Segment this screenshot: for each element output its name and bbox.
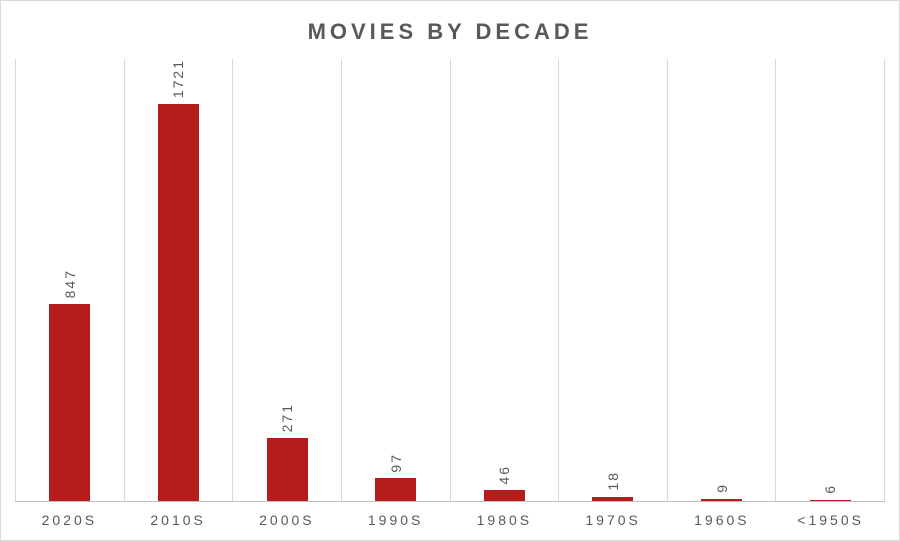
- bar-wrap: 9: [701, 59, 742, 501]
- bar-value-label: 847: [62, 269, 78, 298]
- bar-columns: 847 1721 271 97 46 18 9 6: [15, 59, 885, 501]
- bar-zone: 271: [233, 59, 341, 501]
- bar-wrap: 46: [484, 59, 525, 501]
- bar-wrap: 18: [592, 59, 633, 501]
- bar-column: 6: [775, 59, 885, 501]
- x-axis-label: 1980S: [450, 502, 559, 532]
- bar-wrap: 1721: [158, 59, 199, 501]
- x-axis-label: 2020S: [15, 502, 124, 532]
- bar: [592, 497, 633, 501]
- bar-value-label: 271: [279, 403, 295, 432]
- bar-value-label: 9: [714, 483, 730, 493]
- x-axis-labels: 2020S2010S2000S1990S1980S1970S1960S<1950…: [15, 501, 885, 532]
- bar-column: 18: [558, 59, 667, 501]
- bar-column: 97: [341, 59, 450, 501]
- bar-value-label: 1721: [170, 59, 186, 98]
- bar-value-label: 97: [388, 453, 404, 473]
- chart-title: MOVIES BY DECADE: [15, 13, 885, 59]
- bar: [267, 438, 308, 501]
- bar: [701, 499, 742, 501]
- bar-zone: 847: [16, 59, 124, 501]
- bar-column: 1721: [124, 59, 233, 501]
- bar: [810, 500, 851, 501]
- bar-column: 9: [667, 59, 776, 501]
- bar-column: 847: [15, 59, 124, 501]
- x-axis-label: 2000S: [233, 502, 342, 532]
- bar-value-label: 18: [605, 471, 621, 491]
- chart-frame: MOVIES BY DECADE 847 1721 271 97 46 18 9 6 2020…: [0, 0, 900, 541]
- bar-wrap: 6: [810, 59, 851, 501]
- bar-value-label: 6: [822, 484, 838, 494]
- bar-wrap: 847: [49, 59, 90, 501]
- bar-zone: 46: [451, 59, 559, 501]
- bar: [484, 490, 525, 501]
- bar-column: 46: [450, 59, 559, 501]
- bar: [375, 478, 416, 501]
- x-axis-label: <1950S: [776, 502, 885, 532]
- x-axis-label: 2010S: [124, 502, 233, 532]
- bar-column: 271: [232, 59, 341, 501]
- plot-area: 847 1721 271 97 46 18 9 6: [15, 59, 885, 501]
- bar-wrap: 97: [375, 59, 416, 501]
- bar: [49, 304, 90, 501]
- bar-value-label: 46: [496, 465, 512, 485]
- bar: [158, 104, 199, 501]
- x-axis-label: 1990S: [341, 502, 450, 532]
- bar-zone: 18: [559, 59, 667, 501]
- bar-wrap: 271: [267, 59, 308, 501]
- x-axis-label: 1970S: [559, 502, 668, 532]
- bar-zone: 97: [342, 59, 450, 501]
- bar-zone: 9: [668, 59, 776, 501]
- x-axis-label: 1960S: [668, 502, 777, 532]
- bar-zone: 1721: [125, 59, 233, 501]
- bar-zone: 6: [776, 59, 884, 501]
